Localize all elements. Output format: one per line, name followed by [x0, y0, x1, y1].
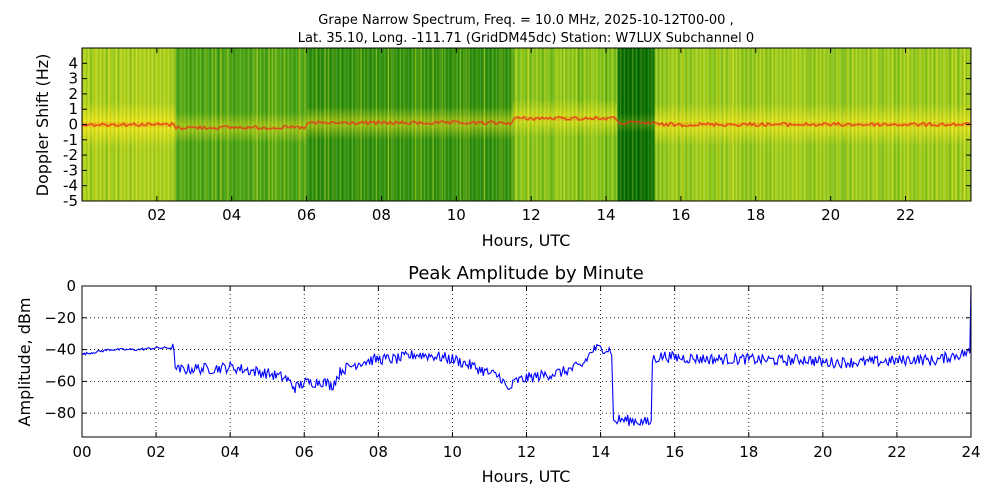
amplitude-y-axis-label: Amplitude, dBm	[15, 298, 34, 427]
amplitude-x-tick-label: 04	[221, 443, 240, 461]
spectrogram-x-tick-label: 08	[372, 206, 391, 224]
spectrogram-x-tick-label: 10	[447, 206, 466, 224]
amplitude-x-tick-label: 08	[369, 443, 388, 461]
spectrogram-x-tick-label: 02	[147, 206, 166, 224]
spectrogram-title-line1: Grape Narrow Spectrum, Freq. = 10.0 MHz,…	[318, 13, 733, 28]
spectrogram-stripe-texture	[82, 48, 971, 201]
spectrogram-x-axis-label: Hours, UTC	[482, 231, 571, 250]
spectrogram-x-tick-label: 20	[821, 206, 840, 224]
spectrogram-x-tick-label: 18	[746, 206, 765, 224]
amplitude-x-tick-label: 24	[961, 443, 980, 461]
spectrogram-x-tick-label: 12	[522, 206, 541, 224]
amplitude-x-tick-label: 18	[739, 443, 758, 461]
spectrogram-x-tick-label: 06	[297, 206, 316, 224]
amplitude-x-ticks: 00 02 04 06 08 10 12 14 16 18 20 22 24	[72, 286, 981, 461]
amplitude-x-tick-label: 20	[813, 443, 832, 461]
spectrogram-x-tick-label: 14	[596, 206, 615, 224]
amplitude-x-tick-label: 02	[147, 443, 166, 461]
spectrogram-x-ticks: 02 04 06 08 10 12 14 16 18 20 22	[147, 48, 915, 224]
spectrogram-panel: Grape Narrow Spectrum, Freq. = 10.0 MHz,…	[33, 13, 972, 250]
spectrogram-y-tick-label: -3	[63, 161, 78, 179]
spectrogram-peak-trace	[82, 115, 971, 131]
spectrogram-y-tick-label: -1	[63, 131, 78, 149]
amplitude-line	[82, 286, 971, 427]
amplitude-title: Peak Amplitude by Minute	[408, 263, 644, 284]
spectrogram-y-tick-label: -2	[63, 146, 78, 164]
amplitude-series	[82, 286, 971, 427]
amplitude-y-tick-label: −60	[44, 372, 76, 390]
amplitude-x-tick-label: 22	[887, 443, 906, 461]
amplitude-x-tick-label: 16	[665, 443, 684, 461]
spectrogram-y-axis-label: Doppler Shift (Hz)	[33, 54, 52, 197]
amplitude-x-tick-label: 00	[72, 443, 91, 461]
spectrogram-y-tick-label: 4	[68, 54, 78, 72]
amplitude-x-tick-label: 06	[295, 443, 314, 461]
spectrogram-y-tick-label: -5	[63, 192, 78, 210]
amplitude-panel: Peak Amplitude by Minute 00 02 04 06 08 10 12 1…	[15, 263, 981, 486]
amplitude-y-tick-label: −40	[44, 341, 76, 359]
spectrogram-y-tick-label: 0	[68, 116, 78, 134]
spectrogram-y-tick-label: 2	[68, 85, 78, 103]
amplitude-y-tick-label: −20	[44, 309, 76, 327]
amplitude-x-axis-label: Hours, UTC	[482, 467, 571, 486]
spectrogram-title-line2: Lat. 35.10, Long. -111.71 (GridDM45dc) S…	[298, 31, 754, 46]
spectrogram-y-tick-label: 3	[68, 70, 78, 88]
amplitude-y-tick-label: −80	[44, 404, 76, 422]
amplitude-y-ticks: 0 −20 −40 −60 −80	[44, 277, 971, 422]
spectrogram-peak-line	[82, 115, 971, 131]
spectrogram-y-tick-label: 1	[68, 100, 78, 118]
amplitude-x-tick-label: 12	[517, 443, 536, 461]
amplitude-x-tick-label: 10	[443, 443, 462, 461]
amplitude-x-tick-label: 14	[591, 443, 610, 461]
spectrogram-y-tick-label: -4	[63, 177, 78, 195]
spectrogram-x-tick-label: 16	[671, 206, 690, 224]
amplitude-y-tick-label: 0	[66, 277, 76, 295]
spectrogram-x-tick-label: 22	[896, 206, 915, 224]
spectrogram-x-tick-label: 04	[222, 206, 241, 224]
